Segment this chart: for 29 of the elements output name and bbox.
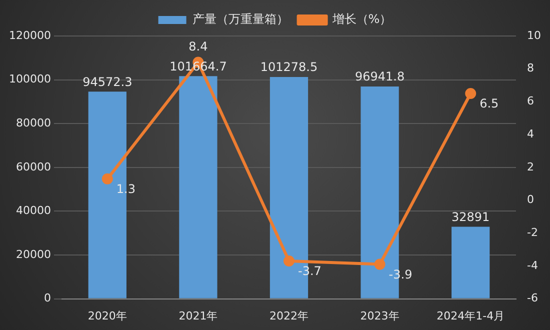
y2-tick-label: 4 [527,127,534,140]
y-tick-label: 0 [44,292,51,305]
y-tick-label: 80000 [16,116,51,130]
legend-label: 增长（%） [331,12,392,26]
y2-tick-label: 8 [527,62,534,75]
data-label: 8.4 [188,39,208,54]
y2-tick-label: 6 [527,94,534,108]
data-label: 94572.3 [82,74,132,89]
data-label: 6.5 [480,96,499,111]
y-tick-label: 20000 [16,248,51,261]
y-tick-label: 40000 [16,204,51,218]
legend-label: 产量（万重量箱） [192,12,288,26]
y2-tick-label: -4 [527,258,538,272]
data-label: 101278.5 [260,60,318,74]
y2-tick-label: 2 [527,160,534,174]
y-tick-label: 100000 [8,72,51,86]
x-tick-label: 2020年 [88,309,127,322]
y2-tick-label: 10 [527,28,542,42]
x-tick-label: 2023年 [360,309,400,322]
x-tick-label: 2024年1-4月 [436,309,505,322]
data-label: 32891 [452,210,490,224]
x-tick-label: 2021年 [178,309,218,322]
x-tick-label: 2022年 [269,309,308,322]
y-tick-label: 60000 [16,160,51,174]
y2-tick-label: -2 [527,226,538,239]
y-tick-label: 120000 [8,28,51,42]
y2-tick-label: -6 [527,292,538,305]
y2-tick-label: 0 [527,193,534,206]
data-label: 96941.8 [354,70,405,84]
